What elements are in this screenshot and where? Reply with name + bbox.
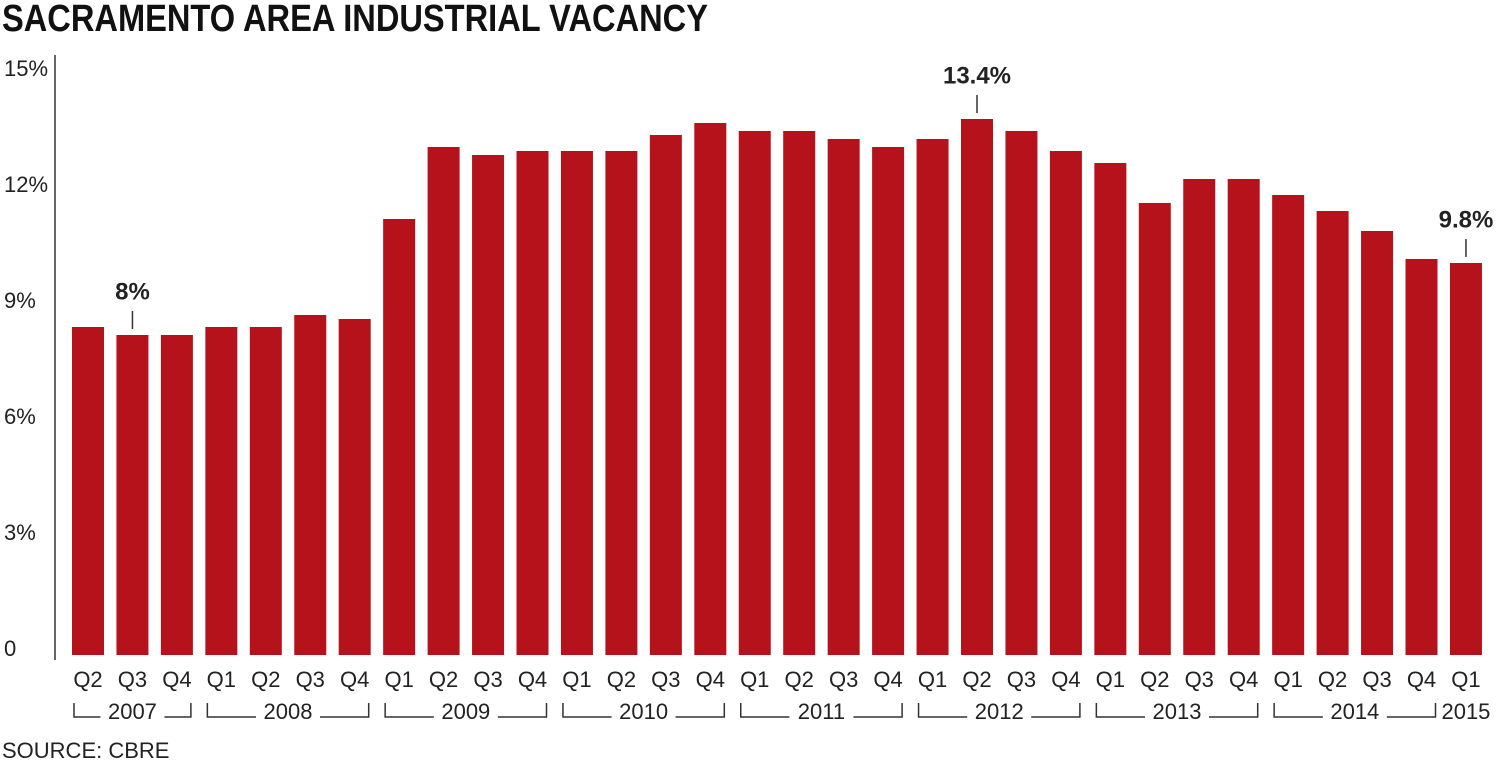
bar [1361,231,1394,655]
x-tick-label: Q4 [162,667,191,692]
bar [427,147,460,655]
x-tick-label: Q2 [785,667,814,692]
x-tick-label: Q1 [1096,667,1125,692]
bar [249,327,282,655]
x-group-label: 2014 [1330,699,1379,724]
value-label: 8% [115,278,150,305]
bar [294,315,327,655]
bar [649,135,682,655]
bar [694,123,727,655]
x-tick-label: Q4 [1407,667,1436,692]
x-tick-label: Q2 [251,667,280,692]
x-tick-label: Q1 [1451,667,1480,692]
group-bracket [384,703,548,718]
bar [783,131,816,655]
x-tick-label: Q2 [962,667,991,692]
x-tick-label: Q1 [918,667,947,692]
group-bracket [206,703,370,718]
bar [1005,131,1038,655]
x-tick-label: Q1 [384,667,413,692]
value-label: 9.8% [1439,206,1494,233]
bar [516,151,549,655]
bar [338,319,371,655]
x-tick-label: Q4 [518,667,547,692]
x-tick-label: Q3 [829,667,858,692]
bar [160,335,193,655]
bar [1449,263,1482,655]
x-group-label: 2012 [975,699,1024,724]
bar [916,139,949,655]
x-tick-label: Q1 [1273,667,1302,692]
x-tick-label: Q3 [118,667,147,692]
x-tick-label: Q2 [429,667,458,692]
x-tick-label: Q1 [207,667,236,692]
x-tick-label: Q3 [1185,667,1214,692]
bar [383,219,416,655]
x-tick-label: Q1 [740,667,769,692]
x-group-label: 2011 [798,699,845,724]
group-bracket [917,703,1081,718]
x-tick-label: Q3 [296,667,325,692]
bar [827,139,860,655]
bar [1138,203,1171,655]
x-tick-label: Q4 [1229,667,1258,692]
x-tick-label: Q4 [1051,667,1080,692]
group-bracket [73,703,192,718]
bar [1183,179,1216,655]
bar [1227,179,1260,655]
y-tick-label: 15% [4,56,48,81]
x-group-label: 2007 [108,699,157,724]
bar [116,335,149,655]
x-tick-label: Q2 [1318,667,1347,692]
y-tick-label: 12% [4,172,48,197]
x-tick-label: Q1 [562,667,591,692]
bar [872,147,905,655]
bar [1405,259,1438,655]
source: SOURCE: CBRE [2,738,169,763]
bar [560,151,593,655]
bar [205,327,238,655]
x-tick-label: Q2 [1140,667,1169,692]
y-tick-label: 6% [4,404,36,429]
y-tick-label: 0 [4,636,16,661]
y-tick-label: 9% [4,288,36,313]
bar [72,327,104,655]
bar [738,131,771,655]
x-tick-label: Q4 [696,667,725,692]
x-group-label: 2009 [441,699,490,724]
bar [1094,163,1127,655]
x-tick-label: Q4 [340,667,369,692]
chart-title: SACRAMENTO AREA INDUSTRIAL VACANCY [2,0,708,40]
group-bracket [562,703,726,718]
bar [1049,151,1082,655]
x-group-label: 2008 [264,699,313,724]
value-label: 13.4% [943,62,1011,89]
x-tick-label: Q3 [651,667,680,692]
group-bracket [1095,703,1259,718]
x-group-label: 2010 [619,699,668,724]
bar [472,155,505,655]
group-bracket [1273,703,1437,718]
x-group-label: 2015 [1441,699,1490,724]
bar [961,119,993,655]
x-group-label: 2013 [1153,699,1202,724]
x-tick-label: Q3 [473,667,502,692]
x-tick-label: Q3 [1362,667,1391,692]
group-bracket [740,703,903,718]
bar [605,151,638,655]
x-tick-label: Q2 [607,667,636,692]
x-tick-label: Q3 [1007,667,1036,692]
x-tick-label: Q4 [873,667,902,692]
x-tick-label: Q2 [73,667,102,692]
bar [1316,211,1349,655]
bar [1272,195,1305,655]
y-tick-label: 3% [4,520,36,545]
